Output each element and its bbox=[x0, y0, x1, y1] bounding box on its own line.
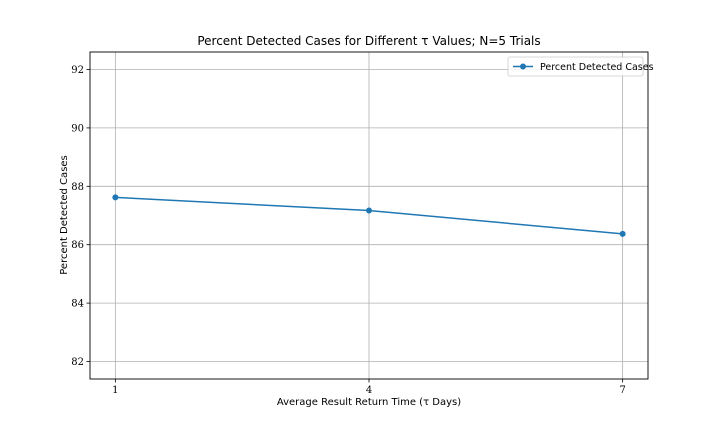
chart-title: Percent Detected Cases for Different τ V… bbox=[197, 34, 540, 48]
y-tick-label: 90 bbox=[71, 123, 84, 134]
grid bbox=[90, 52, 648, 379]
x-tick-label: 1 bbox=[112, 385, 118, 396]
series-layer bbox=[112, 194, 626, 237]
data-point bbox=[366, 207, 372, 214]
y-tick-label: 88 bbox=[71, 182, 84, 193]
legend-label: Percent Detected Cases bbox=[540, 62, 654, 73]
y-axis-label: Percent Detected Cases bbox=[59, 155, 70, 275]
x-tick-label: 7 bbox=[619, 385, 625, 396]
y-tick-label: 84 bbox=[71, 299, 84, 310]
ticks: 82 84 86 88 90 92 1 4 7 bbox=[71, 65, 626, 396]
y-tick-label: 82 bbox=[71, 357, 84, 368]
legend: Percent Detected Cases bbox=[507, 56, 654, 77]
legend-box bbox=[507, 56, 644, 77]
data-point bbox=[619, 230, 626, 237]
y-tick-label: 92 bbox=[71, 65, 84, 76]
y-tick-label: 86 bbox=[71, 240, 84, 251]
legend-marker-sample bbox=[520, 63, 526, 70]
data-point bbox=[112, 194, 119, 201]
x-axis-label: Average Result Return Time (τ Days) bbox=[277, 397, 461, 408]
x-tick-label: 4 bbox=[366, 385, 372, 396]
